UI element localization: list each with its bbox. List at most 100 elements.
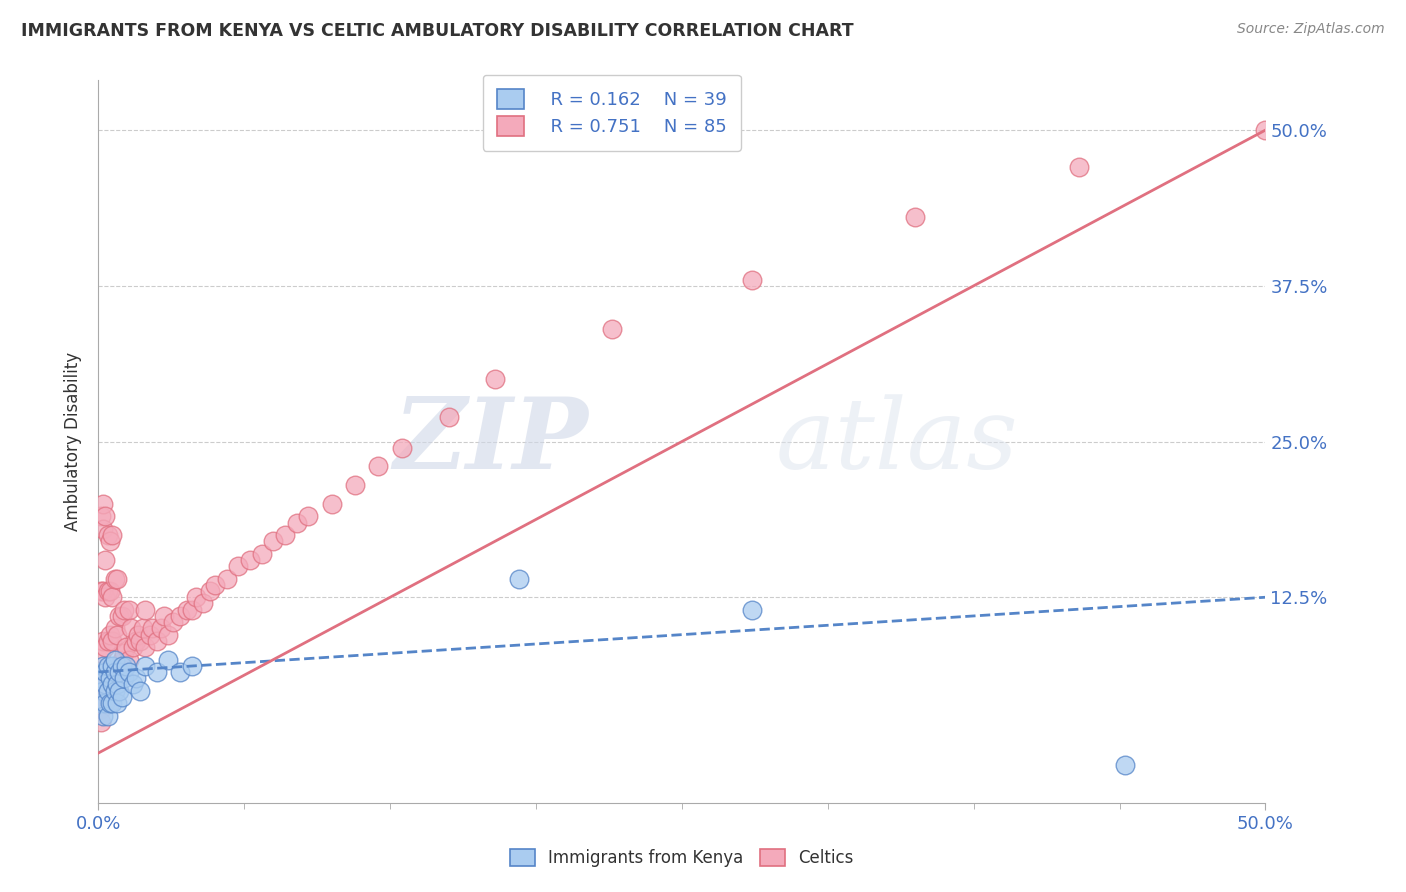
Point [134,603,156,617]
Point [105,677,128,691]
Point [391,441,413,455]
Point [108,609,131,624]
Point [105,572,128,586]
Point [94,553,117,567]
Point [904,211,927,225]
Point [104,572,127,586]
Point [101,658,124,673]
Point [97,658,120,673]
Point [118,652,141,666]
Point [104,652,127,666]
Point [600,322,623,336]
Point [193,597,215,611]
Point [115,640,138,654]
Point [98,534,121,549]
Point [125,671,148,685]
Point [125,633,148,648]
Point [169,665,191,679]
Text: Source: ZipAtlas.com: Source: ZipAtlas.com [1237,22,1385,37]
Point [112,671,135,685]
Point [97,683,120,698]
Point [228,559,250,574]
Point [741,603,763,617]
Point [176,603,198,617]
Point [94,677,117,691]
Point [101,528,124,542]
Point [152,609,174,624]
Point [101,633,124,648]
Point [122,677,145,691]
Point [97,677,120,691]
Point [437,409,460,424]
Point [104,621,127,635]
Point [239,553,262,567]
Point [94,509,117,524]
Point [112,603,135,617]
Point [180,658,202,673]
Point [146,633,169,648]
Point [101,677,124,691]
Point [97,708,120,723]
Point [139,627,162,641]
Point [112,646,135,660]
Point [134,640,156,654]
Point [186,591,208,605]
Point [1254,123,1277,137]
Point [111,652,134,666]
Point [101,671,124,685]
Point [215,572,238,586]
Point [91,633,114,648]
Point [98,671,121,685]
Text: atlas: atlas [775,394,1018,489]
Point [118,603,141,617]
Point [146,665,169,679]
Point [367,459,389,474]
Y-axis label: Ambulatory Disability: Ambulatory Disability [65,352,83,531]
Point [120,621,142,635]
Point [108,683,131,698]
Text: IMMIGRANTS FROM KENYA VS CELTIC AMBULATORY DISABILITY CORRELATION CHART: IMMIGRANTS FROM KENYA VS CELTIC AMBULATO… [21,22,853,40]
Legend: Immigrants from Kenya, Celtics: Immigrants from Kenya, Celtics [503,842,860,874]
Point [129,683,152,698]
Point [1067,161,1090,175]
Point [127,627,149,641]
Point [134,658,156,673]
Point [101,696,124,710]
Point [98,584,121,599]
Point [94,640,117,654]
Point [274,528,297,542]
Point [91,683,114,698]
Point [91,522,114,536]
Point [98,696,121,710]
Point [200,584,222,599]
Point [122,640,145,654]
Point [108,658,131,673]
Point [104,665,127,679]
Point [111,658,134,673]
Point [90,509,112,524]
Point [108,665,131,679]
Point [98,627,121,641]
Point [104,683,127,698]
Point [321,497,343,511]
Point [97,696,120,710]
Point [204,578,226,592]
Point [1114,758,1136,772]
Point [94,683,117,698]
Point [105,696,128,710]
Point [97,584,120,599]
Text: ZIP: ZIP [394,393,589,490]
Point [157,627,180,641]
Point [90,702,112,716]
Point [344,478,367,492]
Point [180,603,202,617]
Point [484,372,506,386]
Point [132,621,155,635]
Point [285,516,308,530]
Point [90,671,112,685]
Point [118,665,141,679]
Point [141,621,163,635]
Point [297,509,319,524]
Point [98,671,121,685]
Point [129,633,152,648]
